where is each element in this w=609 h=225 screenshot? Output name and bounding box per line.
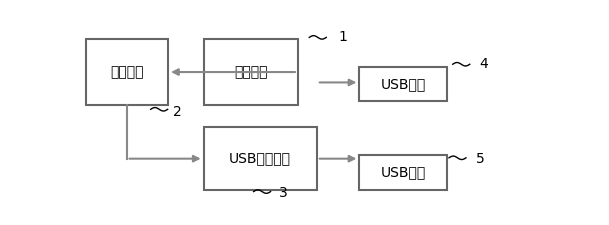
Text: 5: 5 [476, 152, 485, 166]
Bar [85, 39, 168, 105]
Text: USB接口: USB接口 [381, 77, 426, 91]
Text: 2: 2 [173, 105, 181, 119]
Text: 1: 1 [338, 30, 347, 44]
Text: USB设备: USB设备 [381, 166, 426, 180]
Text: USB切换芯片: USB切换芯片 [229, 152, 291, 166]
Bar [203, 128, 317, 190]
Bar [359, 67, 446, 101]
Text: 4: 4 [480, 57, 488, 71]
Bar [203, 39, 298, 105]
Text: 控制芯片: 控制芯片 [110, 65, 144, 79]
Text: 3: 3 [279, 186, 288, 200]
Text: 检测电路: 检测电路 [234, 65, 267, 79]
Bar [359, 155, 446, 190]
